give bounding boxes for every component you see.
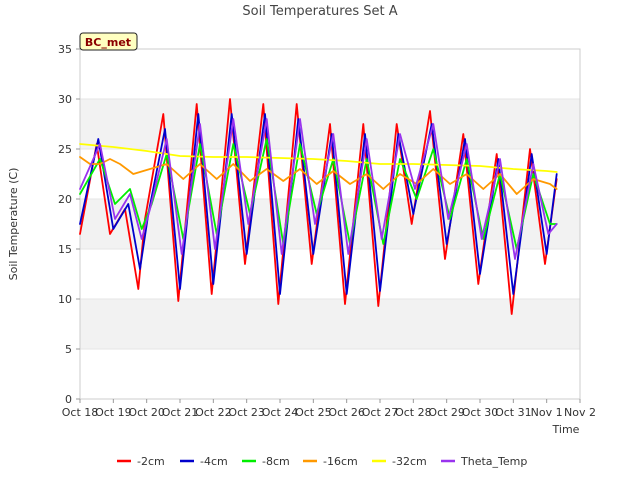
y-tick-label: 35	[58, 43, 72, 56]
x-tick-label: Oct 31	[495, 406, 532, 419]
x-tick-label: Oct 27	[362, 406, 399, 419]
x-tick-label: Oct 30	[462, 406, 499, 419]
x-tick-label: Oct 23	[228, 406, 265, 419]
legend-label: -8cm	[262, 455, 290, 468]
y-tick-label: 30	[58, 93, 72, 106]
y-tick-label: 10	[58, 293, 72, 306]
x-tick-label: Oct 21	[162, 406, 199, 419]
x-tick-label: Nov 2	[564, 406, 596, 419]
x-tick-label: Oct 20	[128, 406, 165, 419]
y-axis-label: Soil Temperature (C)	[7, 168, 20, 281]
plot-band-0	[80, 299, 580, 349]
y-tick-label: 15	[58, 243, 72, 256]
x-tick-label: Oct 24	[262, 406, 299, 419]
plot-band-1	[80, 199, 580, 249]
legend-label: -32cm	[392, 455, 427, 468]
x-tick-label: Oct 28	[395, 406, 432, 419]
x-tick-label: Oct 29	[428, 406, 465, 419]
station-badge-label: BC_met	[85, 36, 131, 49]
legend-label: Theta_Temp	[460, 455, 527, 468]
legend-label: -16cm	[323, 455, 358, 468]
x-tick-label: Nov 1	[531, 406, 563, 419]
y-tick-label: 5	[65, 343, 72, 356]
legend-label: -4cm	[200, 455, 228, 468]
series-line-thetatemp	[79, 118, 558, 260]
legend-label: -2cm	[137, 455, 165, 468]
x-tick-label: Oct 26	[328, 406, 365, 419]
x-tick-label: Oct 18	[62, 406, 99, 419]
x-tick-label: Oct 25	[295, 406, 332, 419]
x-tick-label: Oct 22	[195, 406, 232, 419]
series-layer	[79, 98, 558, 315]
x-tick-label: Oct 19	[95, 406, 132, 419]
station-badge: BC_met	[79, 32, 138, 51]
x-axis-label: Time	[552, 423, 580, 436]
station-badge-box	[79, 32, 138, 51]
legend: -2cm -4cm -8cm -16cm -32cm Theta_Temp	[117, 455, 527, 468]
y-tick-label: 0	[65, 393, 72, 406]
y-tick-label: 25	[58, 143, 72, 156]
y-tick-label: 20	[58, 193, 72, 206]
chart-title: Soil Temperatures Set A	[242, 4, 397, 19]
